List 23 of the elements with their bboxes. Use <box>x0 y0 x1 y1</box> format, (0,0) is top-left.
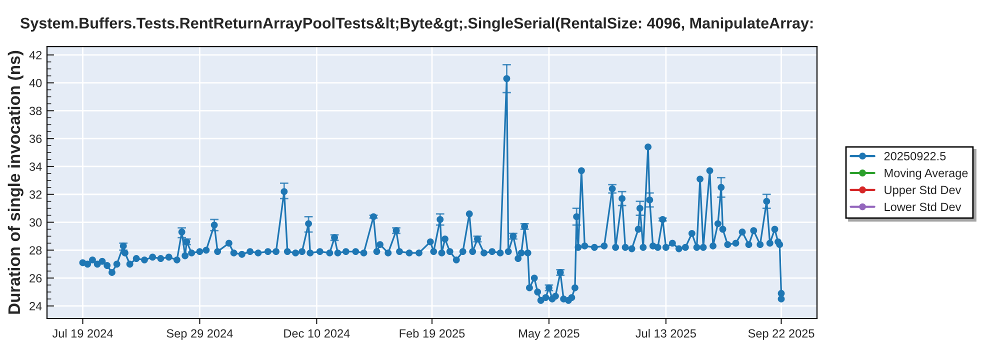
y-tick-label: 42 <box>29 50 42 60</box>
x-tick-label: May 2 2025 <box>519 329 580 340</box>
y-axis-title: Duration of single invocation (ns) <box>8 50 24 314</box>
y-tick-label: 36 <box>29 134 42 143</box>
y-tick-label: 34 <box>29 162 42 171</box>
x-tick-label: Sep 22 2025 <box>748 329 814 340</box>
x-tick-label: Feb 19 2025 <box>400 328 465 338</box>
chart-title: System.Buffers.Tests.RentReturnArrayPoolTests&lt;Byte&gt;.SingleSerial(RentalSize: 4096, ManipulateArray: <box>20 17 813 32</box>
y-tick-label: 38 <box>29 106 42 116</box>
x-tick-label: Jul 19 2024 <box>52 328 113 338</box>
x-tick-label: Sep 29 2024 <box>166 329 233 340</box>
y-tick-label: 24 <box>30 302 42 310</box>
y-tick-label: 26 <box>30 274 42 282</box>
legend-label: Upper Std Dev <box>884 185 962 196</box>
legend-label: Lower Std Dev <box>884 202 962 212</box>
y-tick-label: 40 <box>29 78 42 88</box>
y-tick-label: 30 <box>29 218 42 227</box>
y-tick-label: 28 <box>30 246 42 255</box>
y-tick-label: 32 <box>29 190 42 199</box>
legend-label: Moving Average <box>884 168 968 180</box>
legend-label: 20250922.5 <box>884 152 946 160</box>
x-tick-label: Jul 13 2025 <box>636 328 696 338</box>
x-tick-label: Dec 10 2024 <box>284 329 350 338</box>
